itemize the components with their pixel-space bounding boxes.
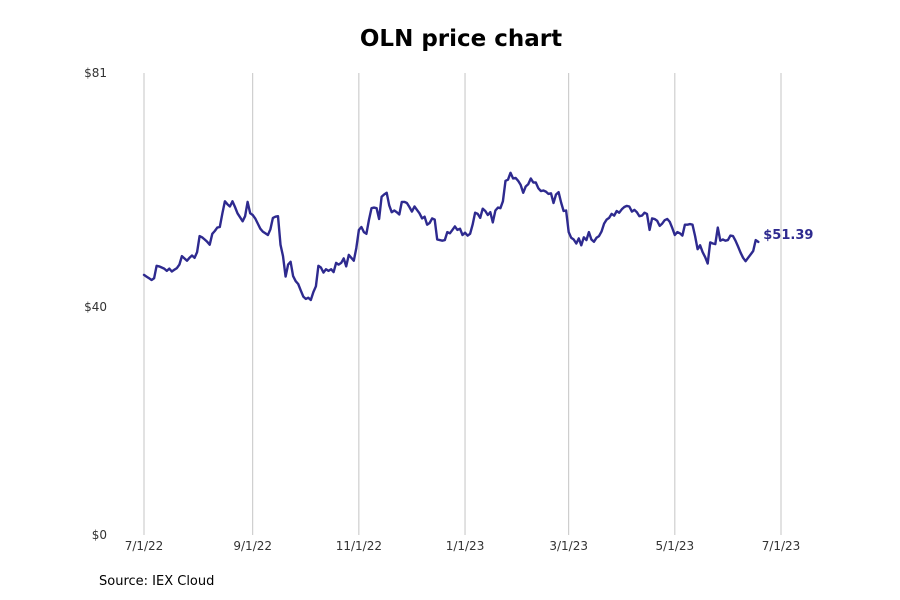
y-tick-label: $0 [92,528,107,542]
x-tick-label: 9/1/22 [233,539,272,553]
x-axis-ticks: 7/1/22 9/1/22 11/1/22 1/1/23 3/1/23 5/1/23 7/1… [125,539,801,553]
price-line [142,171,760,302]
chart-title: OLN price chart [359,26,563,52]
x-tick-label: 7/1/22 [125,539,164,553]
x-tick-label: 1/1/23 [446,539,485,553]
y-tick-label: $40 [84,300,107,314]
x-tick-label: 7/1/23 [762,539,801,553]
x-tick-label: 11/1/22 [336,539,382,553]
y-tick-label: $81 [84,66,107,80]
last-price-label: $51.39 [763,228,813,243]
source-note: Source: IEX Cloud [99,574,215,589]
x-tick-label: 5/1/23 [656,539,695,553]
y-axis-ticks: $0 $40 $81 [84,66,107,542]
x-tick-label: 3/1/23 [549,539,588,553]
grid-lines [143,73,782,535]
